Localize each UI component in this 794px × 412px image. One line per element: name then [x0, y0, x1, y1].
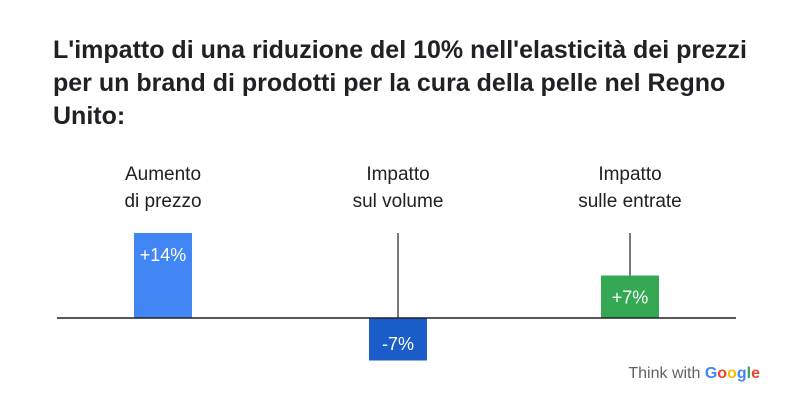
bar-1 — [134, 233, 192, 318]
category-label-3-line-1: Impatto — [598, 164, 661, 185]
value-labels: +14% -7% +7% — [140, 245, 649, 354]
value-label-3: +7% — [612, 288, 649, 308]
google-letter-2: o — [717, 365, 728, 382]
google-letter-4: g — [736, 365, 747, 382]
think-with-google-logo: Think with Google — [628, 365, 760, 383]
category-label-2-line-1: Impatto — [366, 164, 429, 185]
category-label-1-line-2: di prezzo — [124, 191, 201, 212]
bar-2 — [369, 318, 427, 361]
google-wordmark: Google — [705, 365, 760, 382]
google-letter-6: e — [751, 365, 760, 382]
category-label-3-line-2: sulle entrate — [578, 191, 682, 212]
leader-lines — [397, 233, 631, 320]
value-label-2: -7% — [382, 334, 414, 354]
chart-title: L'impatto di una riduzione del 10% nell'… — [53, 36, 747, 130]
value-label-1: +14% — [140, 245, 187, 265]
category-labels: Aumento di prezzo Impatto sul volume Impatto… — [124, 164, 681, 212]
google-letter-1: G — [704, 365, 718, 382]
bar-3 — [601, 275, 659, 318]
bars — [134, 233, 659, 361]
category-label-2-line-2: sul volume — [353, 191, 444, 212]
brand-prefix: Think with — [628, 365, 705, 382]
category-label-1-line-1: Aumento — [125, 164, 201, 185]
google-letter-3: o — [727, 365, 737, 382]
google-letter-5: l — [746, 365, 752, 382]
